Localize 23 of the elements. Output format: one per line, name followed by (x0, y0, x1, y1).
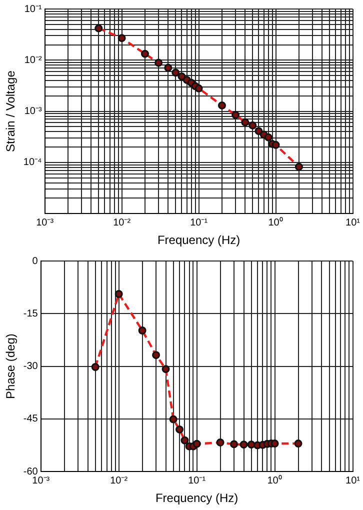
x-tick-label: 10⁰ (268, 216, 284, 228)
y-tick-label: 10⁻¹ (24, 4, 42, 15)
y-tick-label: 0 (32, 256, 38, 267)
x-tick-label: 10⁻³ (32, 475, 50, 486)
y-tick-label: -30 (23, 361, 38, 372)
x-axis-title: Frequency (Hz) (155, 491, 238, 506)
y-axis-title: Phase (deg) (4, 334, 18, 399)
x-tick-label: 10⁻² (110, 475, 128, 486)
y-tick-label: 10⁻⁴ (23, 157, 42, 168)
y-tick-label: -45 (23, 414, 38, 425)
x-tick-label: 10¹ (346, 217, 361, 228)
x-tick-label: 10⁻¹ (190, 217, 208, 228)
y-tick-label: 10⁻² (24, 54, 42, 66)
x-axis-title: Frequency (Hz) (157, 233, 240, 248)
y-tick-label: -15 (23, 308, 38, 320)
x-tick-label: 10¹ (346, 475, 361, 486)
x-tick-label: 10⁻³ (36, 217, 54, 228)
y-tick-label: -60 (23, 466, 38, 478)
x-tick-label: 10⁰ (267, 474, 282, 486)
x-tick-label: 10⁻² (113, 217, 132, 228)
y-tick-label: 10⁻³ (24, 106, 42, 118)
y-axis-title: Strain / Voltage (4, 70, 18, 152)
x-tick-label: 10⁻¹ (188, 475, 206, 486)
